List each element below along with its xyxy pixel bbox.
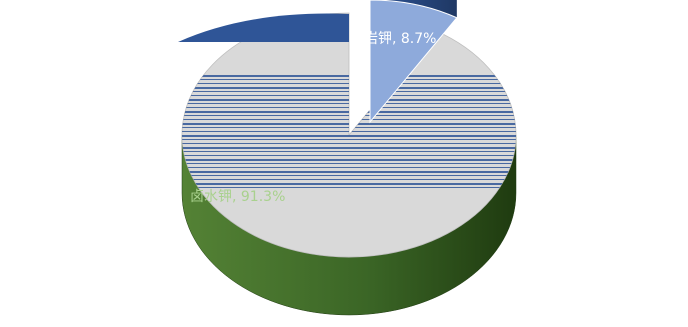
brine-band xyxy=(182,103,516,104)
slice-label-hard-rock: 硬岩钾, 8.7% xyxy=(350,31,436,47)
brine-band xyxy=(182,183,516,185)
slice-top-brine xyxy=(181,12,517,258)
slice-top-hard-rock xyxy=(369,0,458,124)
brine-band xyxy=(182,159,516,161)
brine-band xyxy=(182,187,516,188)
slice-label-brine: 卤水钾, 91.3% xyxy=(190,189,285,205)
brine-band xyxy=(182,99,516,101)
brine-band xyxy=(182,143,516,144)
brine-band xyxy=(182,107,516,108)
pie-marks xyxy=(178,0,517,316)
brine-band xyxy=(182,91,516,92)
brine-band xyxy=(182,147,516,149)
brine-band xyxy=(182,95,516,96)
brine-band xyxy=(182,175,516,176)
brine-band xyxy=(182,131,516,132)
brine-band xyxy=(182,135,516,137)
brine-band xyxy=(182,75,516,77)
slice-rim-brine xyxy=(178,13,349,42)
brine-band xyxy=(182,167,516,168)
brine-band-group xyxy=(182,75,516,188)
brine-band xyxy=(182,127,516,128)
brine-band xyxy=(182,111,516,113)
brine-band xyxy=(182,171,516,173)
brine-band xyxy=(182,123,516,125)
brine-band xyxy=(182,163,516,164)
brine-band xyxy=(182,115,516,116)
brine-band xyxy=(182,179,516,180)
brine-band xyxy=(182,83,516,84)
brine-band xyxy=(182,87,516,89)
pie-labels: 硬岩钾, 8.7% 卤水钾, 91.3% xyxy=(190,31,436,205)
brine-band xyxy=(182,79,516,80)
brine-band xyxy=(182,155,516,156)
brine-band xyxy=(182,139,516,140)
brine-band xyxy=(182,119,516,120)
slice-side-hard-rock xyxy=(371,0,457,18)
brine-band xyxy=(182,151,516,152)
